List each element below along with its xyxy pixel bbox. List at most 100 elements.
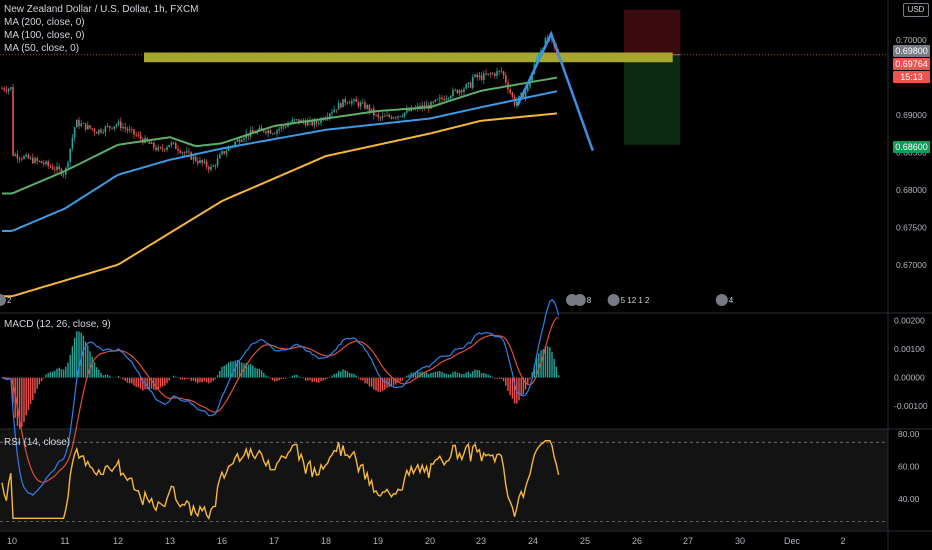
- ma200-legend[interactable]: MA (200, close, 0): [4, 17, 85, 28]
- macd-histogram-bar: [175, 376, 177, 378]
- candle-body: [368, 105, 371, 111]
- macd-histogram-bar: [313, 377, 316, 382]
- macd-histogram-bar: [247, 364, 250, 378]
- macd-histogram-bar: [12, 377, 14, 404]
- time-tick-label: 16: [217, 536, 227, 546]
- candle-body: [236, 139, 239, 142]
- candle-body: [478, 75, 481, 78]
- macd-histogram-bar: [538, 353, 540, 378]
- macd-histogram-bar: [551, 351, 553, 378]
- target-price-badge: 0.69800: [893, 45, 930, 57]
- macd-histogram-bar: [135, 377, 137, 387]
- candle-body: [329, 113, 331, 117]
- price-tick-label: 0.67000: [896, 260, 927, 270]
- macd-histogram-bar: [476, 369, 478, 378]
- rsi-title[interactable]: RSI (14, close): [4, 437, 71, 448]
- candle-body: [500, 70, 503, 72]
- candle-body: [179, 150, 181, 153]
- time-tick-label: 10: [7, 536, 17, 546]
- macd-signal-line: [1, 316, 559, 483]
- candle-body: [311, 119, 313, 126]
- macd-histogram-bar: [249, 364, 252, 378]
- macd-histogram-bar: [282, 377, 285, 379]
- candle-body: [27, 154, 30, 159]
- macd-histogram-bar: [276, 377, 278, 382]
- macd-histogram-bar: [265, 375, 267, 378]
- macd-histogram-bar: [467, 371, 470, 378]
- macd-histogram-bar: [370, 377, 373, 387]
- candle-body: [445, 98, 448, 101]
- macd-histogram-bar: [181, 377, 184, 380]
- macd-histogram-bar: [326, 377, 329, 379]
- macd-histogram-bar: [513, 377, 516, 404]
- candle-body: [386, 114, 388, 117]
- rsi-pane-background: [0, 429, 888, 530]
- macd-histogram-bar: [478, 370, 481, 378]
- event-flag-icon: [0, 294, 6, 306]
- candle-body: [23, 156, 25, 159]
- time-tick-label: 2: [840, 536, 845, 546]
- price-tick-label: 0.67500: [896, 222, 927, 232]
- candle-body: [133, 129, 135, 135]
- macd-histogram-bar: [454, 371, 456, 378]
- macd-histogram-bar: [21, 377, 23, 428]
- candle-body: [298, 119, 300, 123]
- price-legend: New Zealand Dollar / U.S. Dollar, 1h, FX…: [4, 3, 199, 55]
- macd-histogram-bar: [315, 377, 318, 383]
- macd-histogram-bar: [155, 377, 157, 391]
- currency-selector[interactable]: USD: [903, 3, 929, 17]
- macd-histogram-bar: [40, 377, 43, 382]
- macd-histogram-bar: [379, 377, 382, 392]
- macd-histogram-bar: [384, 377, 386, 390]
- candle-body: [516, 101, 518, 106]
- macd-histogram-bar: [104, 374, 107, 378]
- candle-body: [62, 174, 65, 176]
- candle-body: [287, 124, 289, 127]
- macd-histogram-bar: [546, 346, 549, 378]
- event-count-label: 4: [729, 296, 734, 305]
- time-tick-label: 20: [425, 536, 435, 546]
- candle-body: [397, 115, 399, 118]
- candle-body: [403, 112, 406, 117]
- macd-histogram-bar: [124, 377, 126, 381]
- macd-histogram-bar: [256, 368, 258, 378]
- macd-histogram-bar: [69, 354, 71, 378]
- macd-histogram-bar: [80, 332, 82, 378]
- candle-body: [436, 99, 439, 101]
- macd-histogram-bar: [362, 377, 364, 381]
- macd-histogram-bar: [109, 375, 111, 378]
- time-tick-label: 30: [735, 536, 745, 546]
- candle-body: [344, 99, 346, 103]
- macd-histogram-bar: [23, 377, 25, 423]
- candle-body: [126, 128, 129, 131]
- time-tick-label: 23: [476, 536, 486, 546]
- candle-body: [502, 71, 505, 76]
- macd-histogram-bar: [377, 377, 379, 392]
- candle-body: [40, 161, 43, 164]
- ma100-legend[interactable]: MA (100, close, 0): [4, 30, 85, 41]
- candle-body: [80, 123, 82, 127]
- macd-histogram-bar: [133, 377, 135, 386]
- candle-body: [351, 101, 353, 104]
- macd-title[interactable]: MACD (12, 26, close, 9): [4, 319, 111, 330]
- macd-histogram-bar: [54, 370, 56, 378]
- candle-body: [430, 101, 432, 109]
- candle-body: [353, 99, 355, 102]
- macd-histogram-bar: [463, 374, 465, 378]
- macd-histogram-bar: [533, 364, 536, 378]
- candle-body: [5, 90, 8, 92]
- price-tick-label: 0.70000: [896, 35, 927, 45]
- macd-histogram-bar: [373, 377, 375, 390]
- candle-body: [78, 120, 80, 127]
- candle-body: [14, 154, 16, 156]
- macd-histogram-bar: [472, 371, 474, 378]
- symbol-title[interactable]: New Zealand Dollar / U.S. Dollar, 1h, FX…: [4, 4, 199, 15]
- macd-histogram-bar: [263, 372, 265, 378]
- macd-histogram-bar: [522, 377, 525, 394]
- candle-body: [106, 125, 109, 127]
- macd-histogram-bar: [183, 377, 186, 380]
- candle-body: [496, 71, 498, 76]
- projection-path: [516, 30, 594, 152]
- ma50-legend[interactable]: MA (50, close, 0): [4, 43, 80, 54]
